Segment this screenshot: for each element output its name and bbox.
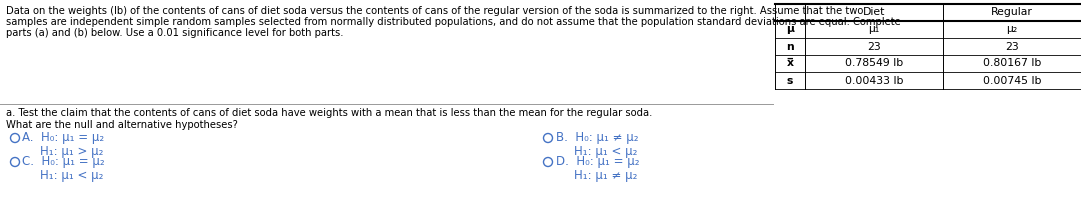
Text: 0.80167 lb: 0.80167 lb xyxy=(983,59,1041,69)
Text: 23: 23 xyxy=(1005,42,1019,52)
Text: 23: 23 xyxy=(867,42,881,52)
Text: μ₁: μ₁ xyxy=(868,24,880,34)
Text: C.  H₀: μ₁ = μ₂: C. H₀: μ₁ = μ₂ xyxy=(23,155,105,168)
Text: samples are independent simple random samples selected from normally distributed: samples are independent simple random sa… xyxy=(6,17,900,27)
Text: 0.00433 lb: 0.00433 lb xyxy=(844,75,904,85)
Text: μ: μ xyxy=(786,24,795,34)
Text: What are the null and alternative hypotheses?: What are the null and alternative hypoth… xyxy=(6,120,238,130)
Text: x̅: x̅ xyxy=(787,59,793,69)
Text: Regular: Regular xyxy=(991,8,1033,18)
Text: parts (a) and (b) below. Use a 0.01 significance level for both parts.: parts (a) and (b) below. Use a 0.01 sign… xyxy=(6,28,344,38)
Text: 0.78549 lb: 0.78549 lb xyxy=(845,59,903,69)
Text: B.  H₀: μ₁ ≠ μ₂: B. H₀: μ₁ ≠ μ₂ xyxy=(556,131,638,145)
Text: a. Test the claim that the contents of cans of diet soda have weights with a mea: a. Test the claim that the contents of c… xyxy=(6,108,652,118)
Text: Diet: Diet xyxy=(863,8,885,18)
Text: H₁: μ₁ < μ₂: H₁: μ₁ < μ₂ xyxy=(40,168,104,182)
Text: 0.00745 lb: 0.00745 lb xyxy=(983,75,1041,85)
Text: H₁: μ₁ > μ₂: H₁: μ₁ > μ₂ xyxy=(40,145,104,157)
Text: A.  H₀: μ₁ = μ₂: A. H₀: μ₁ = μ₂ xyxy=(23,131,105,145)
Text: μ₂: μ₂ xyxy=(1006,24,1017,34)
Text: H₁: μ₁ ≠ μ₂: H₁: μ₁ ≠ μ₂ xyxy=(574,168,637,182)
Text: D.  H₀: μ₁ = μ₂: D. H₀: μ₁ = μ₂ xyxy=(556,155,639,168)
Text: n: n xyxy=(786,42,793,52)
Text: Data on the weights (lb) of the contents of cans of diet soda versus the content: Data on the weights (lb) of the contents… xyxy=(6,6,864,16)
Text: H₁: μ₁ < μ₂: H₁: μ₁ < μ₂ xyxy=(574,145,637,157)
Text: s: s xyxy=(787,75,793,85)
